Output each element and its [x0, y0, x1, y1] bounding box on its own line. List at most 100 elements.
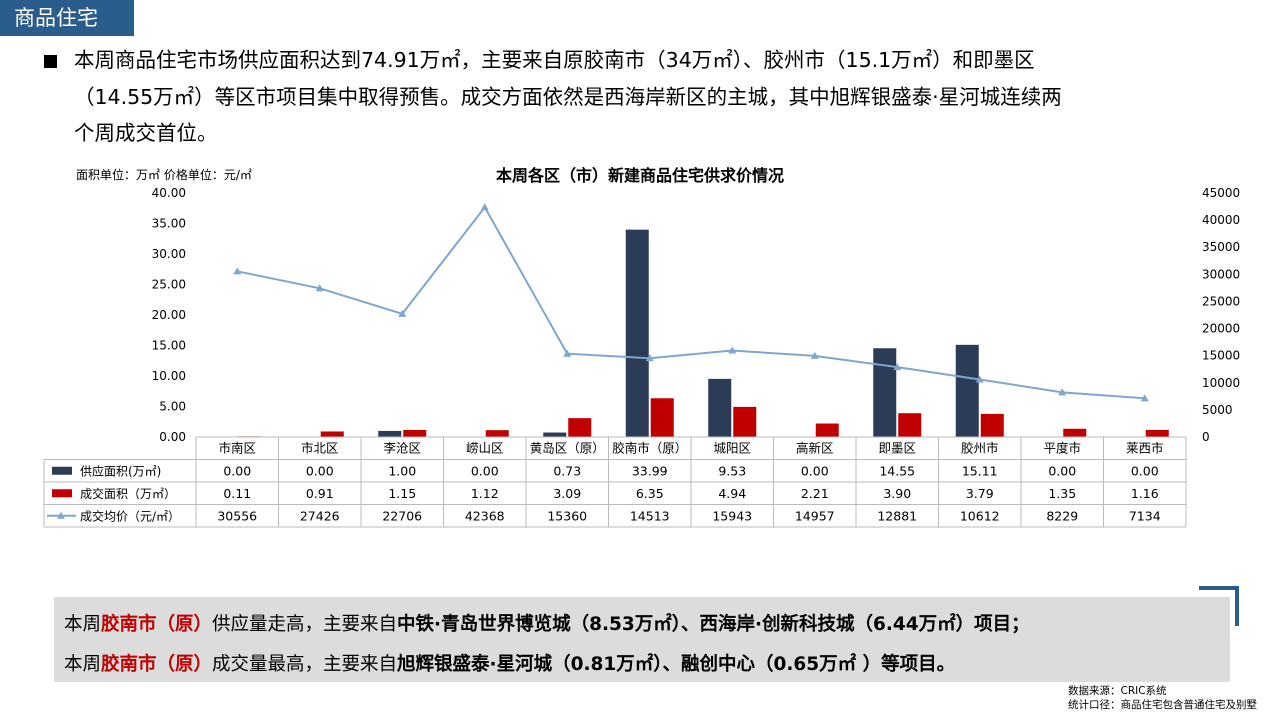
category-label: 城阳区	[713, 441, 751, 456]
chart-title: 本周各区（市）新建商品住宅供求价情况	[495, 166, 784, 185]
bullet-square-icon	[44, 55, 57, 68]
y-right-tick-label: 40000	[1202, 213, 1240, 227]
table-value: 14.55	[879, 463, 915, 478]
table-value: 0.00	[223, 463, 251, 478]
section-tag: 商品住宅	[0, 0, 134, 36]
legend-series-name: 成交均价（元/㎡）	[80, 508, 180, 523]
y-left-tick-label: 30.00	[152, 247, 186, 261]
table-value: 0.00	[801, 463, 829, 478]
deal-bar	[980, 413, 1004, 437]
category-label: 平度市	[1043, 441, 1081, 456]
callout-line-2: 本周胶南市（原）成交量最高，主要来自旭辉银盛泰·星河城（0.81万㎡）、融创中心…	[64, 650, 955, 676]
y-left-tick-label: 0.00	[159, 430, 186, 444]
table-value: 1.16	[1131, 486, 1159, 501]
y-left-tick-label: 35.00	[152, 217, 186, 231]
callout-highlight-region: 胶南市（原）	[101, 654, 213, 675]
source-line: 数据来源：CRIC系统	[1068, 685, 1167, 697]
y-right-tick-label: 35000	[1202, 240, 1240, 254]
category-label: 胶州市	[961, 441, 999, 456]
y-left-tick-label: 40.00	[152, 186, 186, 200]
table-value: 0.00	[306, 463, 334, 478]
deal-bar	[403, 429, 427, 437]
category-label: 高新区	[796, 441, 834, 456]
deal-bar	[1063, 428, 1087, 437]
table-value: 42368	[465, 508, 505, 523]
summary-line-1: 本周商品住宅市场供应面积达到74.91万㎡，主要来自原胶南市（34万㎡）、胶州市…	[74, 48, 1035, 72]
table-value: 15943	[712, 508, 752, 523]
category-label: 胶南市（原）	[612, 441, 687, 456]
price-marker	[563, 349, 572, 357]
category-label: 李沧区	[383, 441, 421, 456]
table-value: 15360	[547, 508, 587, 523]
category-label: 莱西市	[1126, 441, 1164, 456]
category-label: 市北区	[301, 441, 339, 456]
callout-text: （0.81万㎡）、	[552, 654, 681, 675]
supply-bar	[378, 430, 402, 437]
table-value: 1.15	[388, 486, 416, 501]
table-value: 0.00	[1131, 463, 1159, 478]
callout-text: （0.65万㎡ ）等项目。	[755, 654, 956, 675]
supply-bar	[625, 229, 649, 437]
legend-supply-swatch	[52, 466, 72, 475]
summary-line-3: 个周成交首位。	[74, 121, 218, 145]
y-right-tick-label: 45000	[1202, 186, 1240, 200]
price-marker	[810, 351, 819, 359]
source-line: 统计口径：商品住宅包含普通住宅及别墅	[1068, 699, 1257, 711]
price-marker	[728, 346, 737, 354]
corner-bracket-decoration	[1199, 586, 1239, 626]
table-value: 14513	[630, 508, 670, 523]
table-value: 0.11	[223, 486, 251, 501]
y-right-tick-label: 0	[1202, 430, 1210, 444]
table-value: 6.35	[636, 486, 664, 501]
table-value: 9.53	[718, 463, 746, 478]
table-value: 3.90	[883, 486, 911, 501]
price-marker	[893, 363, 902, 371]
source-note: 数据来源：CRIC系统 统计口径：商品住宅包含普通住宅及别墅	[1068, 684, 1257, 712]
price-marker	[233, 267, 242, 275]
y-left-tick-label: 5.00	[159, 400, 186, 414]
category-label: 崂山区	[466, 441, 504, 456]
y-right-tick-label: 20000	[1202, 322, 1240, 336]
price-marker	[1140, 394, 1149, 402]
category-label: 黄岛区（原）	[530, 441, 605, 456]
callout-text: （8.53万㎡）、	[570, 614, 700, 635]
table-value: 0.00	[471, 463, 499, 478]
table-value: 22706	[382, 508, 422, 523]
legend-series-name: 成交面积（万㎡）	[80, 486, 176, 501]
table-value: 4.94	[718, 486, 746, 501]
price-marker	[398, 309, 407, 317]
y-right-tick-label: 15000	[1202, 349, 1240, 363]
table-value: 3.09	[553, 486, 581, 501]
y-left-tick-label: 10.00	[152, 369, 186, 383]
table-value: 7134	[1129, 508, 1161, 523]
y-left-tick-label: 20.00	[152, 308, 186, 322]
summary-paragraph: 本周商品住宅市场供应面积达到74.91万㎡，主要来自原胶南市（34万㎡）、胶州市…	[44, 42, 1244, 152]
price-marker	[315, 284, 324, 292]
callout-project: 旭辉银盛泰·星河城	[397, 654, 553, 675]
table-value: 3.79	[966, 486, 994, 501]
units-note: 面积单位：万㎡ 价格单位：元/㎡	[76, 168, 252, 182]
deal-bar	[733, 406, 757, 437]
deal-bar	[485, 430, 509, 437]
table-value: 15.11	[962, 463, 998, 478]
table-value: 8229	[1046, 508, 1078, 523]
deal-bar	[898, 413, 922, 437]
y-left-tick-label: 15.00	[152, 339, 186, 353]
table-value: 1.12	[471, 486, 499, 501]
callout-text: 供应量走高，主要来自	[212, 614, 398, 635]
y-left-tick-label: 25.00	[152, 278, 186, 292]
callout-project: 融创中心	[680, 654, 755, 675]
chart-svg: 0.00 5.00 10.00 15.00 20.00 25.00 30.00 35.00 40…	[43, 186, 1240, 528]
table-value: 1.35	[1048, 486, 1076, 501]
price-marker	[975, 375, 984, 383]
supply-bar	[873, 348, 897, 437]
price-marker	[645, 354, 654, 362]
callout-text: （6.44万㎡）项目；	[854, 614, 1030, 635]
table-value: 27426	[300, 508, 340, 523]
table-value: 0.00	[1048, 463, 1076, 478]
table-value: 0.91	[306, 486, 334, 501]
table-value: 2.21	[801, 486, 829, 501]
callout-project: 中铁·青岛世界博览城	[397, 614, 571, 635]
callout-text: 本周	[64, 614, 102, 635]
table-value: 0.73	[553, 463, 581, 478]
